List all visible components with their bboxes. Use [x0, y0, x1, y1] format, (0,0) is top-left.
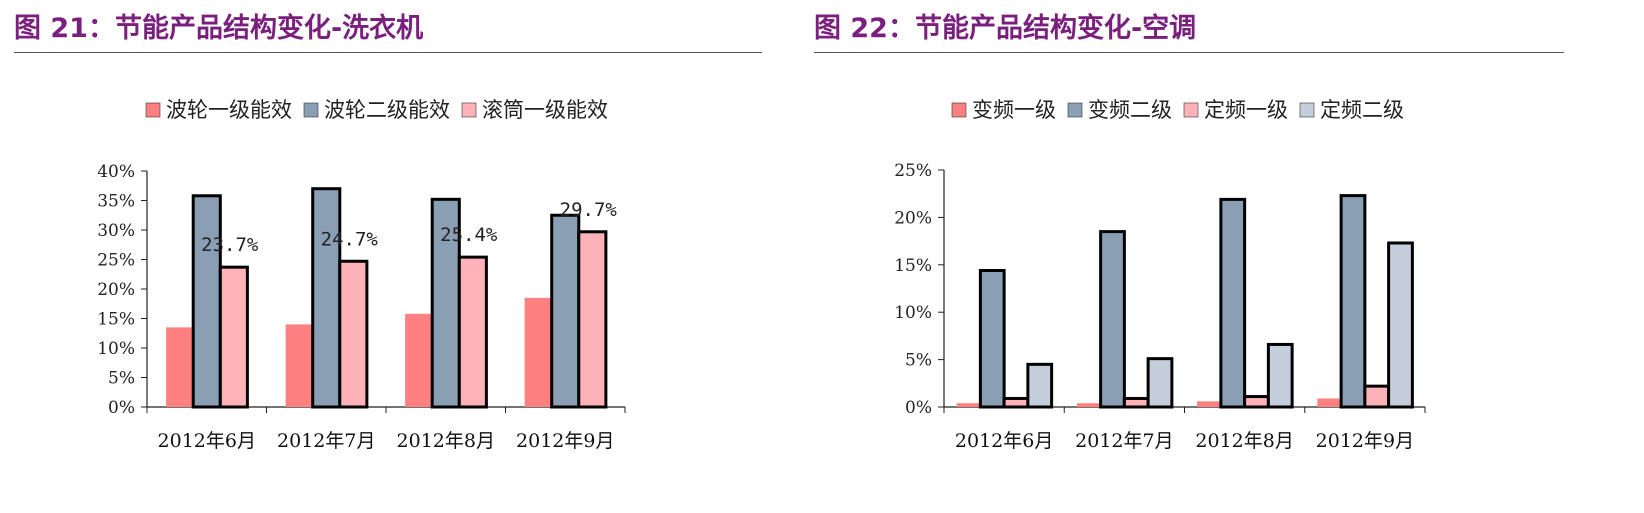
x-category-label: 2012年7月 — [1075, 430, 1173, 452]
legend-label: 定频一级 — [1204, 98, 1288, 122]
ac-chart-panel: 图 22：节能产品结构变化-空调 0% 5% 10% 15% 20% 25% 2012年6月… — [814, 0, 1566, 513]
x-category-label: 2012年8月 — [1195, 430, 1293, 452]
bar-series2-4 — [550, 213, 581, 409]
x-category-label: 2012年6月 — [955, 430, 1053, 452]
legend-swatch — [1067, 102, 1083, 118]
legend-label: 波轮二级能效 — [324, 98, 450, 122]
bar-series3-2 — [1122, 396, 1150, 409]
legend-swatch — [461, 102, 477, 118]
bar-series1-4 — [1317, 398, 1342, 407]
y-tick-label: 40% — [97, 162, 135, 182]
y-tick-label: 20% — [97, 280, 135, 300]
bar-series1-2 — [1076, 403, 1101, 407]
y-tick-label: 0% — [905, 398, 932, 418]
legend-label: 定频二级 — [1320, 98, 1404, 122]
legend-swatch — [1299, 102, 1315, 118]
washer-chart-panel: 图 21：节能产品结构变化-洗衣机 0% 5% 10% 15% 20% 25% 30% 35%… — [14, 0, 764, 513]
bar-series2-2 — [1099, 230, 1126, 409]
bar-series4-4 — [1387, 241, 1414, 409]
bar-series2-3 — [1219, 197, 1247, 409]
bar-series3-1 — [218, 265, 249, 409]
bar-series1-3 — [405, 313, 433, 407]
y-tick-label: 10% — [97, 339, 135, 359]
bar-series3-4 — [577, 230, 608, 409]
legend-swatch — [145, 102, 161, 118]
ac-bar-chart: 0% 5% 10% 15% 20% 25% 2012年6月 2012年7月 2012年8月 201… — [894, 98, 1426, 452]
y-tick-label: 20% — [894, 208, 932, 228]
y-tick-label: 15% — [894, 256, 932, 276]
x-category-label: 2012年6月 — [158, 430, 256, 452]
legend-label: 变频二级 — [1088, 98, 1172, 122]
legend-swatch — [303, 102, 319, 118]
y-tick-label: 15% — [97, 310, 135, 330]
washer-chart-title: 图 21：节能产品结构变化-洗衣机 — [14, 13, 424, 44]
y-tick-label: 25% — [97, 251, 135, 271]
bar-series3-4 — [1363, 384, 1391, 409]
y-tick-label: 5% — [108, 369, 135, 389]
bar-series2-4 — [1339, 194, 1367, 409]
data-label: 23.7% — [201, 234, 259, 256]
data-label: 24.7% — [321, 228, 379, 250]
bar-series3-3 — [457, 255, 488, 409]
x-category-label: 2012年7月 — [277, 430, 375, 452]
bar-series3-3 — [1243, 395, 1270, 409]
y-tick-label: 5% — [905, 351, 932, 371]
bar-series1-1 — [956, 403, 981, 407]
legend-swatch — [1183, 102, 1199, 118]
bar-series3-2 — [338, 259, 369, 409]
bar-series4-2 — [1146, 357, 1174, 409]
ac-title-rule — [814, 52, 1564, 53]
washer-title-rule — [14, 52, 762, 53]
legend-label: 变频一级 — [972, 98, 1056, 122]
bar-series2-1 — [191, 194, 222, 409]
y-tick-label: 35% — [97, 192, 135, 212]
x-category-label: 2012年8月 — [397, 430, 495, 452]
x-category-label: 2012年9月 — [516, 430, 614, 452]
y-tick-label: 0% — [108, 398, 135, 418]
bar-series3-1 — [1002, 396, 1030, 409]
y-tick-label: 25% — [894, 161, 932, 181]
legend-label: 滚筒一级能效 — [482, 98, 608, 122]
bar-series4-3 — [1266, 342, 1294, 409]
bar-series4-1 — [1026, 362, 1054, 409]
y-tick-label: 10% — [894, 303, 932, 323]
bar-series2-1 — [978, 268, 1006, 409]
legend-label: 波轮一级能效 — [166, 98, 292, 122]
data-label: 25.4% — [440, 224, 498, 246]
bar-series1-1 — [166, 327, 194, 407]
washer-bar-chart: 0% 5% 10% 15% 20% 25% 30% 35% 40% 2012年6月 2012年7月 2… — [97, 98, 626, 452]
bar-series1-2 — [285, 324, 313, 407]
bar-series1-4 — [524, 297, 552, 407]
bar-series2-2 — [311, 187, 342, 409]
ac-chart-title: 图 22：节能产品结构变化-空调 — [814, 13, 1197, 44]
legend-swatch — [951, 102, 967, 118]
bar-series1-3 — [1197, 401, 1221, 407]
y-tick-label: 30% — [97, 221, 135, 241]
data-label: 29.7% — [560, 199, 618, 221]
x-category-label: 2012年9月 — [1316, 430, 1414, 452]
